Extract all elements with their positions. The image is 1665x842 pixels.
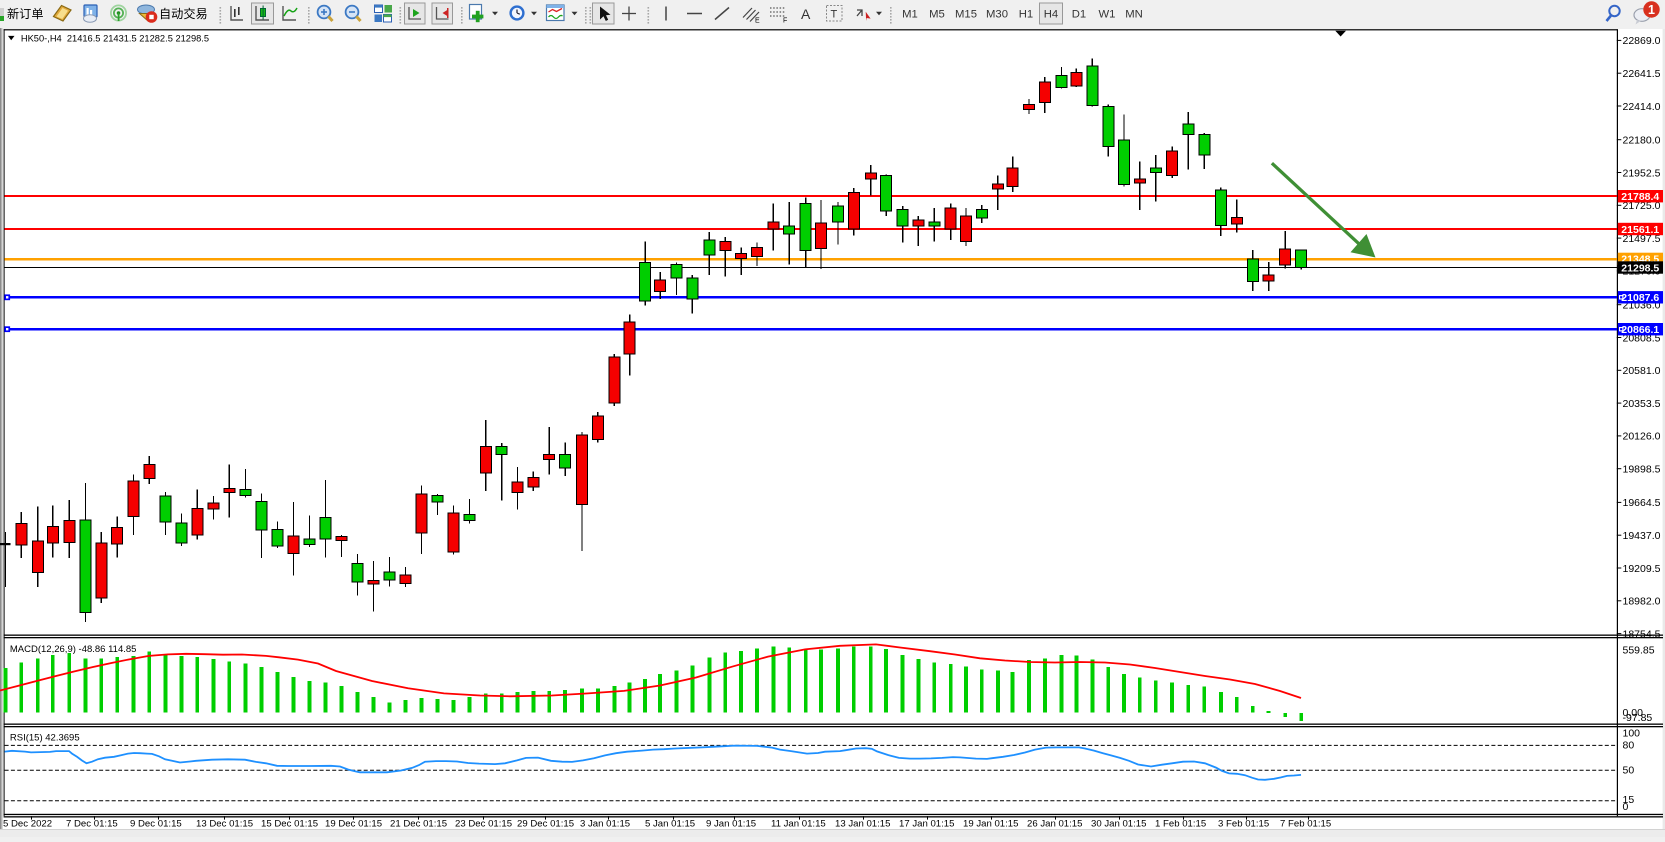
svg-text:W1: W1 [1099, 9, 1116, 21]
svg-text:19209.5: 19209.5 [1623, 563, 1661, 575]
svg-text:E: E [755, 18, 760, 25]
svg-text:F: F [783, 18, 787, 25]
svg-text:19437.0: 19437.0 [1623, 530, 1661, 542]
svg-text:23 Dec 01:15: 23 Dec 01:15 [455, 818, 512, 829]
svg-text:11 Jan 01:15: 11 Jan 01:15 [771, 818, 826, 829]
svg-text:21952.5: 21952.5 [1623, 167, 1661, 179]
svg-text:5 Dec 2022: 5 Dec 2022 [3, 818, 52, 829]
svg-text:22180.0: 22180.0 [1623, 135, 1661, 147]
svg-text:21788.4: 21788.4 [1621, 191, 1659, 203]
svg-text:20353.5: 20353.5 [1623, 398, 1661, 410]
svg-text:15 Dec 01:15: 15 Dec 01:15 [261, 818, 318, 829]
svg-text:26 Jan 01:15: 26 Jan 01:15 [1027, 818, 1082, 829]
svg-text:21497.5: 21497.5 [1623, 233, 1661, 245]
svg-text:50: 50 [1623, 765, 1635, 777]
svg-text:H4: H4 [1044, 9, 1058, 21]
svg-text:3 Jan 01:15: 3 Jan 01:15 [580, 818, 630, 829]
svg-text:HK50-,H4 21416.5 21431.5 2128: HK50-,H4 21416.5 21431.5 21282.5 21298.5 [21, 34, 209, 44]
svg-text:A: A [801, 6, 811, 22]
svg-text:7 Feb 01:15: 7 Feb 01:15 [1280, 818, 1331, 829]
svg-text:19 Dec 01:15: 19 Dec 01:15 [325, 818, 382, 829]
svg-text:M30: M30 [986, 9, 1008, 21]
svg-text:20581.0: 20581.0 [1623, 365, 1661, 377]
svg-text:9 Dec 01:15: 9 Dec 01:15 [130, 818, 182, 829]
svg-text:19664.5: 19664.5 [1623, 497, 1661, 509]
svg-text:22641.5: 22641.5 [1623, 68, 1661, 80]
svg-text:1 Feb 01:15: 1 Feb 01:15 [1155, 818, 1206, 829]
svg-text:1: 1 [1648, 3, 1655, 17]
svg-text:5 Jan 01:15: 5 Jan 01:15 [645, 818, 695, 829]
svg-text:15: 15 [1623, 794, 1635, 806]
svg-text:21561.1: 21561.1 [1621, 224, 1659, 236]
svg-text:9 Jan 01:15: 9 Jan 01:15 [706, 818, 756, 829]
svg-text:M1: M1 [902, 9, 918, 21]
svg-text:21 Dec 01:15: 21 Dec 01:15 [390, 818, 447, 829]
svg-text:-97.85: -97.85 [1623, 712, 1653, 724]
svg-text:T: T [831, 9, 838, 21]
svg-text:22414.0: 22414.0 [1623, 101, 1661, 113]
svg-text:30 Jan 01:15: 30 Jan 01:15 [1091, 818, 1146, 829]
svg-text:自动交易: 自动交易 [159, 6, 208, 21]
svg-text:22869.0: 22869.0 [1623, 35, 1661, 47]
svg-text:559.85: 559.85 [1623, 644, 1655, 656]
svg-text:13 Jan 01:15: 13 Jan 01:15 [835, 818, 890, 829]
svg-text:MACD(12,26,9) -48.86 114.85: MACD(12,26,9) -48.86 114.85 [10, 644, 137, 655]
svg-text:3 Feb 01:15: 3 Feb 01:15 [1218, 818, 1269, 829]
svg-text:21087.6: 21087.6 [1621, 292, 1659, 304]
svg-text:18754.5: 18754.5 [1623, 628, 1661, 640]
svg-text:19 Jan 01:15: 19 Jan 01:15 [963, 818, 1018, 829]
svg-text:100: 100 [1623, 728, 1641, 740]
svg-text:19898.5: 19898.5 [1623, 464, 1661, 476]
svg-text:MN: MN [1125, 9, 1143, 21]
svg-text:0.00: 0.00 [1623, 707, 1644, 719]
svg-text:20866.1: 20866.1 [1621, 324, 1659, 336]
svg-text:H1: H1 [1019, 9, 1033, 21]
svg-text:13 Dec 01:15: 13 Dec 01:15 [196, 818, 253, 829]
svg-text:M15: M15 [955, 9, 977, 21]
svg-text:17 Jan 01:15: 17 Jan 01:15 [899, 818, 954, 829]
svg-text:RSI(15) 42.3695: RSI(15) 42.3695 [10, 733, 80, 744]
svg-text:0: 0 [1623, 801, 1629, 813]
svg-text:D1: D1 [1072, 9, 1086, 21]
svg-text:7 Dec 01:15: 7 Dec 01:15 [66, 818, 118, 829]
svg-text:20126.0: 20126.0 [1623, 431, 1661, 443]
svg-text:21298.5: 21298.5 [1621, 262, 1659, 274]
svg-text:18982.0: 18982.0 [1623, 596, 1661, 608]
svg-text:29 Dec 01:15: 29 Dec 01:15 [517, 818, 574, 829]
svg-text:新订单: 新订单 [7, 6, 44, 21]
svg-text:M5: M5 [929, 9, 945, 21]
svg-text:80: 80 [1623, 740, 1635, 752]
svg-text:21725.0: 21725.0 [1623, 200, 1661, 212]
